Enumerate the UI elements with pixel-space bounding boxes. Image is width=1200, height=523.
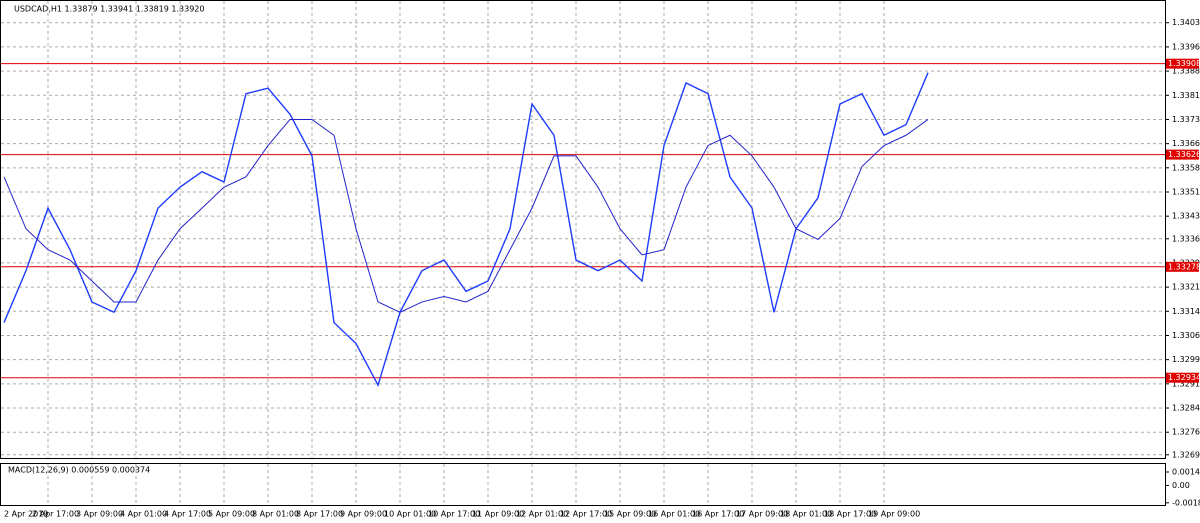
x-tick-label: 18 Apr 17:00 [824,510,876,519]
y-tick-label: 0.00144 [1172,468,1200,477]
x-tick-label: 11 Apr 09:00 [472,510,524,519]
y-tick-label: 1.34035 [1172,18,1200,27]
macd-title: MACD(12,26,9) 0.000559 0.000374 [8,466,150,475]
series-line [3,72,929,387]
x-tick-label: 8 Apr 17:00 [296,510,343,519]
y-tick-label: 1.33585 [1172,163,1200,172]
macd-frame [0,463,1166,506]
y-tick-label: 0.00 [1172,481,1190,490]
y-tick-label: 1.32990 [1172,355,1200,364]
x-tick-label: 3 Apr 09:00 [76,510,123,519]
x-tick-label: 2 Apr 2019 [4,510,48,519]
y-tick-label: 1.33215 [1172,283,1200,292]
x-tick-label: 5 Apr 09:00 [208,510,255,519]
x-tick-label: 9 Apr 09:00 [340,510,387,519]
y-tick-label: 1.32695 [1172,450,1200,459]
x-tick-label: 10 Apr 01:00 [384,510,436,519]
level-label: 1.32934 [1168,373,1200,382]
level-label: 1.33626 [1168,150,1200,159]
y-tick-label: 1.33510 [1172,188,1200,197]
x-tick-label: 10 Apr 17:00 [428,510,480,519]
level-label: 1.33908 [1168,59,1200,68]
y-tick-label: 1.33435 [1172,212,1200,221]
level-tag [1166,261,1199,272]
x-tick-label: 18 Apr 01:00 [780,510,832,519]
main-frame [0,0,1166,459]
x-tick-label: 12 Apr 01:00 [516,510,568,519]
y-tick-label: 1.33365 [1172,234,1200,243]
y-tick-label: 1.33960 [1172,42,1200,51]
y-tick-label: 1.32915 [1172,379,1200,388]
x-tick-label: 16 Apr 01:00 [648,510,700,519]
level-tag [1166,372,1199,383]
y-tick-label: 1.33885 [1172,67,1200,76]
y-tick-label: 1.33140 [1172,307,1200,316]
y-tick-label: 1.32765 [1172,428,1200,437]
x-tick-label: 17 Apr 09:00 [736,510,788,519]
x-tick-label: 16 Apr 17:00 [692,510,744,519]
x-tick-label: 4 Apr 01:00 [120,510,167,519]
y-tick-label: -0.001866 [1172,498,1200,507]
y-tick-label: 1.33065 [1172,331,1200,340]
level-tag [1166,149,1199,160]
chart-title: USDCAD,H1 1.33879 1.33941 1.33819 1.3392… [14,5,204,14]
series-line [3,118,929,313]
x-tick-label: 19 Apr 09:00 [868,510,920,519]
level-label: 1.33278 [1168,262,1200,271]
x-tick-label: 12 Apr 17:00 [560,510,612,519]
x-tick-label: 4 Apr 17:00 [164,510,211,519]
x-tick-label: 15 Apr 09:00 [604,510,656,519]
x-tick-label: 2 Apr 17:00 [32,510,79,519]
level-tag [1166,58,1199,69]
y-tick-label: 1.32840 [1172,404,1200,413]
y-tick-label: 1.33660 [1172,139,1200,148]
y-tick-label: 1.33810 [1172,91,1200,100]
x-tick-label: 8 Apr 01:00 [252,510,299,519]
y-tick-label: 1.33735 [1172,115,1200,124]
